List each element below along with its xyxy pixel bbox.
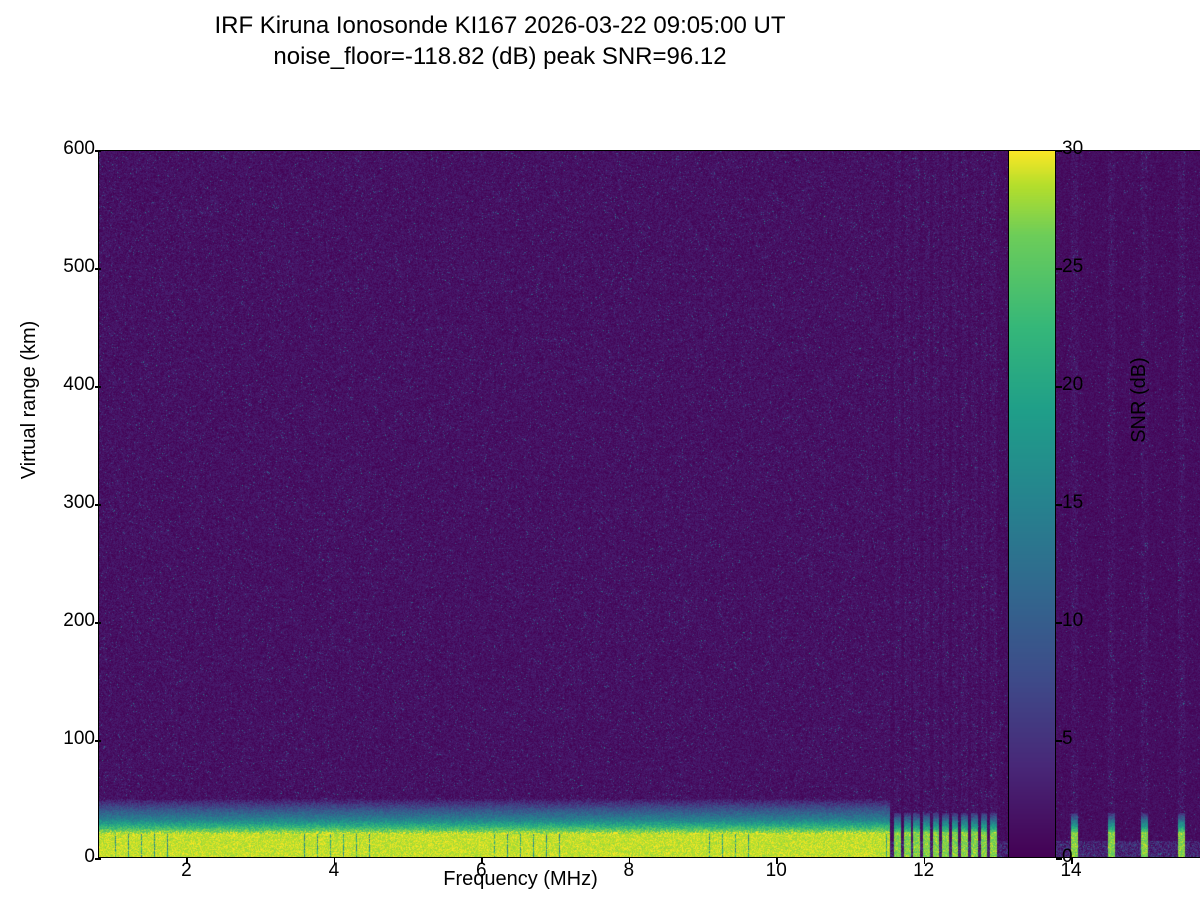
x-tick-mark-10 <box>776 858 778 864</box>
title-block: IRF Kiruna Ionosonde KI167 2026-03-22 09… <box>0 10 1000 72</box>
y-tick-label-600: 600 <box>55 138 95 160</box>
colorbar-label: SNR (dB) <box>1128 330 1151 470</box>
chart-title-line1: IRF Kiruna Ionosonde KI167 2026-03-22 09… <box>0 10 1000 41</box>
colorbar-tick-label-5: 5 <box>1062 728 1073 750</box>
y-tick-label-500: 500 <box>55 256 95 278</box>
y-tick-mark-100 <box>95 740 101 742</box>
y-tick-mark-400 <box>95 386 101 388</box>
colorbar-tick-label-30: 30 <box>1062 138 1083 160</box>
x-tick-mark-2 <box>186 858 188 864</box>
colorbar-tick-mark-25 <box>1056 268 1062 270</box>
y-tick-mark-0 <box>95 858 101 860</box>
x-tick-mark-4 <box>334 858 336 864</box>
colorbar-tick-label-0: 0 <box>1062 846 1073 868</box>
colorbar-tick-label-10: 10 <box>1062 610 1083 632</box>
y-tick-mark-600 <box>95 150 101 152</box>
colorbar-tick-label-15: 15 <box>1062 492 1083 514</box>
colorbar-tick-mark-10 <box>1056 622 1062 624</box>
colorbar-tick-mark-0 <box>1056 858 1062 860</box>
y-tick-label-400: 400 <box>55 374 95 396</box>
y-tick-label-100: 100 <box>55 728 95 750</box>
colorbar-tick-label-25: 25 <box>1062 256 1083 278</box>
y-tick-label-0: 0 <box>55 846 95 868</box>
colorbar-tick-mark-20 <box>1056 386 1062 388</box>
x-tick-mark-8 <box>629 858 631 864</box>
y-tick-label-300: 300 <box>55 492 95 514</box>
y-tick-mark-200 <box>95 622 101 624</box>
x-tick-mark-12 <box>924 858 926 864</box>
colorbar-tick-label-20: 20 <box>1062 374 1083 396</box>
colorbar-tick-mark-15 <box>1056 504 1062 506</box>
colorbar-canvas[interactable] <box>1008 150 1056 858</box>
chart-title-line2: noise_floor=-118.82 (dB) peak SNR=96.12 <box>0 41 1000 72</box>
ionogram-root: IRF Kiruna Ionosonde KI167 2026-03-22 09… <box>0 0 1200 900</box>
x-axis-label: Frequency (MHz) <box>98 868 943 891</box>
colorbar-tick-mark-30 <box>1056 150 1062 152</box>
y-tick-mark-500 <box>95 268 101 270</box>
y-axis-label: Virtual range (km) <box>18 250 41 550</box>
x-tick-mark-6 <box>481 858 483 864</box>
y-tick-mark-300 <box>95 504 101 506</box>
colorbar-tick-mark-5 <box>1056 740 1062 742</box>
y-tick-label-200: 200 <box>55 610 95 632</box>
